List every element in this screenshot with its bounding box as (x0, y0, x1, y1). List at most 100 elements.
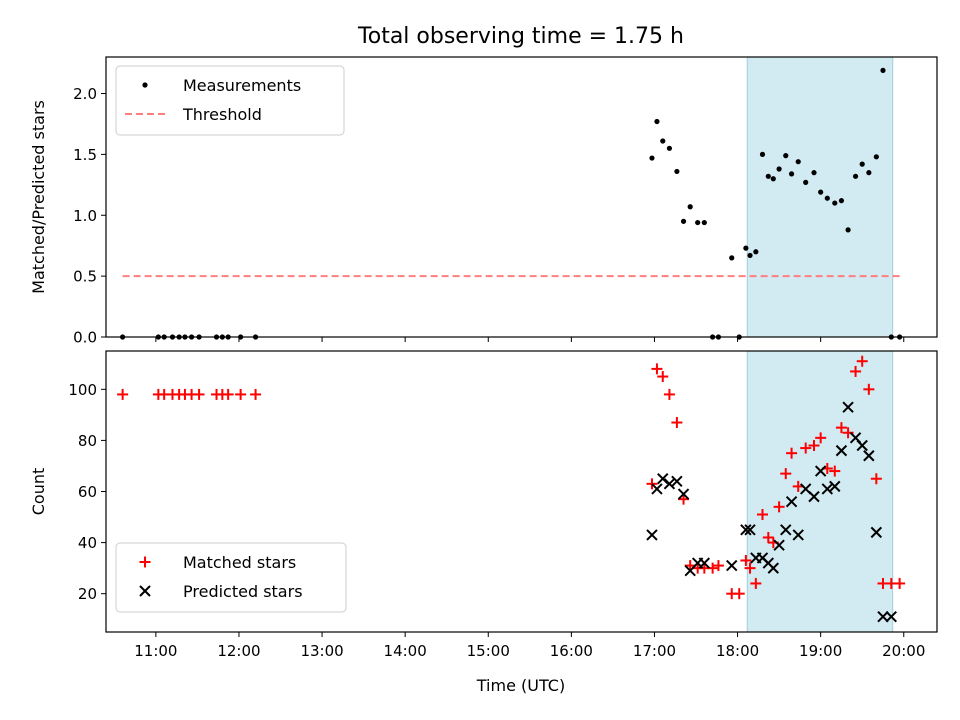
legend-label: Predicted stars (183, 582, 303, 601)
measurement-point (838, 198, 845, 204)
matched-star-point (651, 363, 663, 375)
bottom-panel: 20 40 60 80 100 11:00 12:00 13:00 14:00 15:00 16:0… (29, 350, 938, 660)
measurement-point (654, 118, 660, 125)
matched-star-point (773, 501, 785, 513)
predicted-star-point (767, 562, 780, 574)
legend-box (115, 65, 345, 136)
y-tick-label: 1.0 (73, 207, 97, 225)
predicted-star-point (744, 524, 756, 536)
matched-star-point (733, 588, 745, 600)
predicted-star-point (773, 539, 785, 551)
predicted-star-point (792, 529, 804, 541)
matched-star-point (835, 422, 847, 434)
predicted-star-point (829, 480, 841, 493)
measurement-point (832, 200, 838, 206)
measurement-point (795, 159, 801, 165)
measurement-point (770, 176, 776, 182)
matched-star-point (815, 432, 827, 444)
measurement-point (759, 151, 766, 157)
measurement-point (852, 173, 859, 179)
measurement-point (845, 227, 851, 233)
chart-title: Total observing time = 1.75 h (357, 24, 684, 49)
matched-star-point (856, 355, 868, 367)
measurement-point (803, 179, 809, 185)
shaded-observing-region (746, 56, 894, 338)
y-axis-label: Count (29, 468, 48, 516)
y-tick-label: 0.0 (73, 329, 97, 347)
y-tick-label: 40 (78, 534, 97, 552)
y-tick-label: 80 (78, 432, 97, 450)
measurement-point (783, 153, 789, 159)
measurement-point (743, 245, 749, 251)
matched-star-point (712, 560, 724, 572)
y-tick-label: 0.5 (73, 268, 97, 286)
matched-star-point (863, 383, 875, 395)
matched-star-point (117, 388, 129, 400)
predicted-star-point (780, 524, 792, 536)
matched-star-point (740, 554, 752, 566)
legend-marker-predicted (139, 585, 151, 597)
predicted-star-point (726, 559, 738, 572)
matched-star-point (663, 388, 675, 400)
predicted-star-point (657, 473, 669, 485)
predicted-star-point (785, 496, 798, 508)
matched-star-point (235, 388, 247, 400)
x-tick-label: 16:00 (550, 642, 593, 660)
x-axis-label: Time (UTC) (476, 676, 565, 695)
legend-label: Matched stars (183, 553, 296, 572)
measurement-point (660, 138, 666, 144)
matched-star-point (750, 577, 762, 589)
shaded-observing-region (746, 350, 894, 633)
predicted-star-point (677, 488, 690, 500)
measurement-point (866, 170, 872, 176)
measurement-point (873, 154, 879, 160)
matched-star-point (800, 442, 812, 454)
matched-star-point (894, 577, 906, 589)
matched-star-point (808, 440, 820, 452)
predicted-star-point (863, 450, 875, 462)
measurement-point (776, 166, 782, 172)
legend-marker-matched (139, 556, 151, 568)
measurement-point (687, 204, 693, 210)
predicted-star-point (808, 490, 820, 503)
matched-star-point (850, 365, 862, 377)
x-tick-label: 19:00 (799, 642, 842, 660)
x-tick-label: 11:00 (134, 642, 177, 660)
y-tick-label: 60 (78, 483, 97, 501)
matched-star-point (646, 478, 658, 490)
measurement-point (788, 171, 795, 177)
legend: Matched stars Predicted stars (115, 542, 347, 613)
legend: Measurements Threshold (115, 65, 345, 136)
measurement-point (729, 255, 735, 261)
measurement-point (666, 145, 673, 151)
y-tick-label: 2.0 (73, 85, 97, 103)
measurement-point (880, 67, 886, 73)
matched-star-point (678, 493, 690, 505)
y-tick-label: 20 (78, 585, 97, 603)
legend-label: Threshold (182, 105, 262, 124)
measurement-point (811, 170, 817, 176)
measurement-point (824, 195, 830, 201)
measurement-point (649, 155, 655, 161)
predicted-star-point (814, 465, 827, 477)
legend-box (115, 542, 347, 613)
matched-star-point (744, 562, 756, 574)
measurement-point (753, 249, 759, 255)
predicted-star-point (646, 529, 658, 541)
measurement-point (674, 168, 680, 175)
predicted-star-point (663, 478, 676, 490)
measurement-point (818, 189, 824, 195)
measurement-point (747, 252, 753, 259)
top-panel: 0.0 0.5 1.0 1.5 2.0 Matched/Predicted stars Me… (29, 56, 938, 347)
predicted-star-point (740, 524, 752, 536)
predicted-star-point (651, 483, 663, 495)
matched-star-point (829, 465, 841, 477)
legend-marker-measurements (142, 82, 148, 88)
y-tick-label: 100 (68, 381, 97, 399)
matched-star-point (193, 388, 205, 400)
measurement-point (695, 219, 701, 226)
measurement-point (701, 219, 707, 226)
predicted-star-point (671, 475, 683, 487)
x-tick-label: 17:00 (633, 642, 676, 660)
